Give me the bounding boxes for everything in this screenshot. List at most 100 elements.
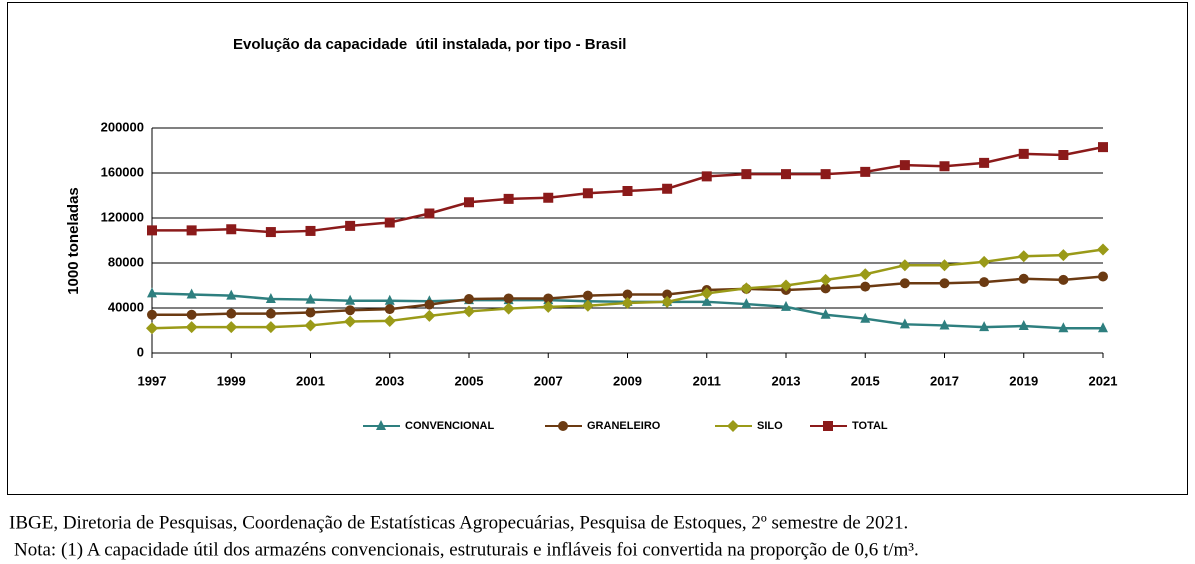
marker: [384, 294, 395, 305]
legend-label: SILO: [757, 420, 783, 432]
chart-title: Evolução da capacidade útil instalada, p…: [233, 36, 626, 53]
marker: [780, 279, 792, 292]
x-tick-label: 2013: [772, 373, 801, 388]
marker: [622, 186, 633, 196]
marker: [265, 308, 276, 319]
marker: [1058, 274, 1069, 285]
marker: [226, 289, 237, 300]
source: IBGE, Diretoria de Pesquisas, Coordenaçã…: [9, 512, 908, 533]
marker: [543, 293, 554, 304]
marker: [740, 282, 753, 295]
marker: [1098, 271, 1108, 282]
marker: [305, 225, 316, 236]
y-tick-label: 80000: [108, 254, 144, 269]
marker: [741, 298, 752, 309]
marker: [463, 305, 475, 318]
marker: [582, 188, 593, 199]
marker: [226, 308, 237, 319]
marker: [582, 290, 593, 301]
marker: [502, 302, 515, 315]
y-tick-label: 40000: [108, 299, 144, 314]
marker: [423, 309, 436, 322]
marker: [979, 277, 990, 288]
x-tick-label: 1997: [138, 373, 167, 388]
marker: [1098, 142, 1108, 153]
x-tick-label: 2021: [1089, 373, 1118, 388]
marker: [1018, 273, 1029, 284]
marker: [543, 192, 554, 203]
marker: [464, 294, 474, 304]
marker: [938, 259, 951, 272]
y-tick-label: 0: [137, 344, 144, 359]
marker: [662, 289, 673, 300]
marker: [147, 287, 157, 298]
marker: [384, 217, 395, 228]
marker: [186, 309, 197, 320]
marker: [264, 321, 277, 334]
marker: [305, 307, 316, 318]
x-tick-label: 2009: [613, 373, 642, 388]
legend-label: TOTAL: [852, 420, 888, 432]
marker: [383, 314, 396, 327]
marker: [899, 278, 910, 289]
marker: [621, 296, 634, 309]
marker: [860, 166, 871, 177]
marker: [503, 293, 514, 304]
y-axis-label: 1000 toneladas: [65, 187, 82, 295]
marker: [265, 227, 276, 238]
y-tick-label: 120000: [101, 209, 144, 224]
marker: [781, 169, 791, 180]
x-tick-label: 2001: [296, 373, 325, 388]
marker: [860, 281, 871, 292]
marker: [1018, 148, 1029, 159]
marker: [727, 420, 739, 432]
x-tick-label: 2015: [851, 373, 880, 388]
x-tick-label: 2017: [930, 373, 959, 388]
marker: [384, 304, 395, 315]
marker: [820, 283, 831, 294]
marker: [1097, 243, 1109, 256]
marker: [345, 294, 356, 305]
marker: [345, 220, 356, 231]
marker: [899, 318, 910, 329]
marker: [345, 305, 356, 316]
marker: [1058, 322, 1069, 333]
marker: [859, 268, 872, 281]
chart-frame: [7, 2, 1188, 495]
series-line: [151, 248, 1104, 330]
marker: [701, 295, 712, 306]
marker: [898, 259, 911, 272]
marker: [1017, 250, 1030, 263]
marker: [503, 193, 514, 204]
marker: [146, 322, 158, 335]
marker: [820, 169, 831, 180]
marker: [305, 293, 316, 304]
marker: [558, 421, 568, 431]
marker: [424, 299, 435, 310]
x-tick-label: 2011: [693, 373, 721, 388]
marker: [147, 309, 157, 320]
x-tick-label: 1999: [217, 373, 246, 388]
marker: [741, 169, 752, 180]
marker: [304, 319, 317, 332]
marker: [424, 208, 435, 219]
marker: [225, 321, 238, 334]
legend-label: GRANELEIRO: [587, 420, 661, 432]
marker: [186, 225, 197, 236]
y-tick-label: 200000: [101, 119, 144, 134]
marker: [939, 161, 950, 172]
marker: [939, 278, 950, 289]
marker: [185, 321, 198, 334]
marker: [820, 308, 831, 319]
marker: [781, 300, 791, 311]
y-tick-label: 160000: [101, 164, 144, 179]
marker: [581, 299, 594, 312]
marker: [147, 225, 157, 236]
marker: [622, 289, 633, 300]
marker: [344, 315, 357, 328]
marker: [700, 287, 713, 300]
marker: [1098, 322, 1108, 333]
legend-label: CONVENCIONAL: [405, 420, 495, 432]
x-tick-label: 2019: [1009, 373, 1038, 388]
